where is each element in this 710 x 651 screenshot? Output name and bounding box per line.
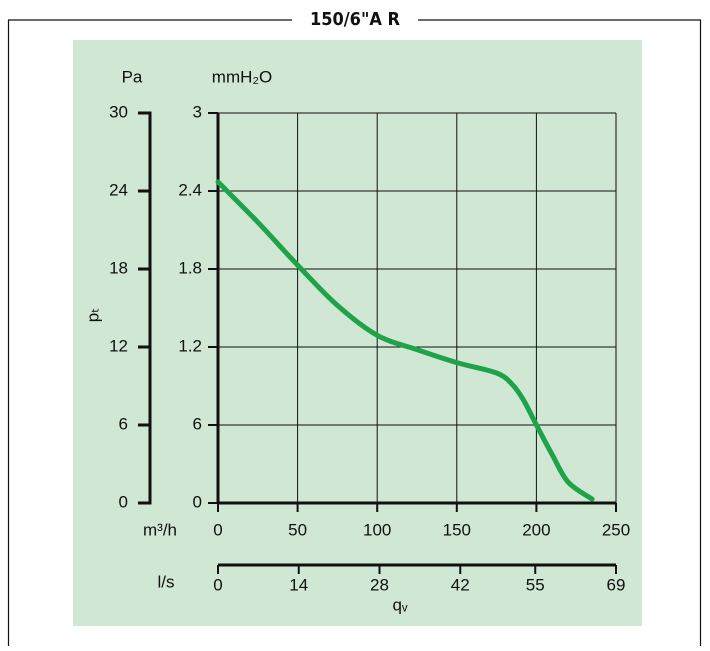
y-title: pₜ [83,308,102,322]
x-unit-ls: l/s [158,572,175,591]
y-tick-label: 2.4 [178,180,202,199]
x2-tick-label: 14 [289,575,308,594]
x-title: qᵥ [393,595,408,614]
panel [73,40,642,626]
y-tick-label: 1.8 [178,258,202,277]
y-tick-label: 0 [193,492,202,511]
x-tick-label: 150 [443,520,471,539]
y-tick-label: 3 [193,102,202,121]
y2-tick-label: 30 [109,102,128,121]
x2-tick-label: 28 [370,575,389,594]
x2-tick-label: 42 [451,575,470,594]
x2-tick-label: 0 [213,575,222,594]
y2-tick-label: 12 [109,336,128,355]
y-unit-pa: Pa [122,67,143,86]
y-unit-mm: mmH₂O [212,67,272,86]
x-tick-label: 0 [213,520,222,539]
x2-tick-label: 69 [607,575,626,594]
y2-tick-label: 18 [109,258,128,277]
y2-tick-label: 24 [109,180,128,199]
chart-title: 150/6"A R [310,9,401,30]
y-tick-label: 6 [193,414,202,433]
x2-tick-label: 55 [526,575,545,594]
y2-tick-label: 6 [119,414,128,433]
fan-curve [215,179,595,502]
x-tick-label: 200 [522,520,550,539]
x-unit-m3: m³/h [143,520,177,539]
y-tick-label: 1.2 [178,336,202,355]
x-tick-label: 100 [363,520,391,539]
y2-tick-label: 0 [119,492,128,511]
x-tick-label: 250 [602,520,630,539]
x-tick-label: 50 [288,520,307,539]
